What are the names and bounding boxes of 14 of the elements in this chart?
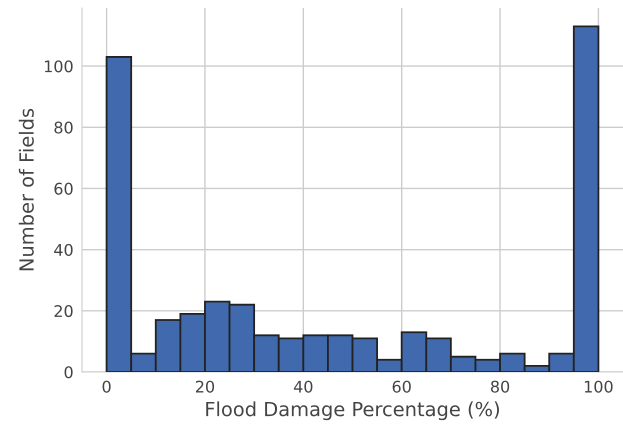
- y-tick-label: 100: [44, 60, 73, 72]
- x-tick-label: 80: [490, 380, 510, 393]
- x-tick-label: 60: [392, 380, 411, 393]
- y-tick-label: 20: [54, 305, 73, 318]
- y-axis-title: Number of Fields: [18, 108, 34, 270]
- y-tick-label: 40: [54, 244, 73, 256]
- y-tick-label: 60: [54, 182, 73, 195]
- x-tick-label: 40: [294, 380, 312, 393]
- y-tick-label: 0: [64, 366, 73, 378]
- x-tick-label: 20: [196, 380, 214, 393]
- x-tick-label: 100: [584, 380, 613, 393]
- x-axis-title: Flood Damage Percentage (%): [206, 401, 499, 420]
- y-tick-label: 80: [54, 122, 73, 134]
- x-tick-label: 0: [102, 380, 111, 393]
